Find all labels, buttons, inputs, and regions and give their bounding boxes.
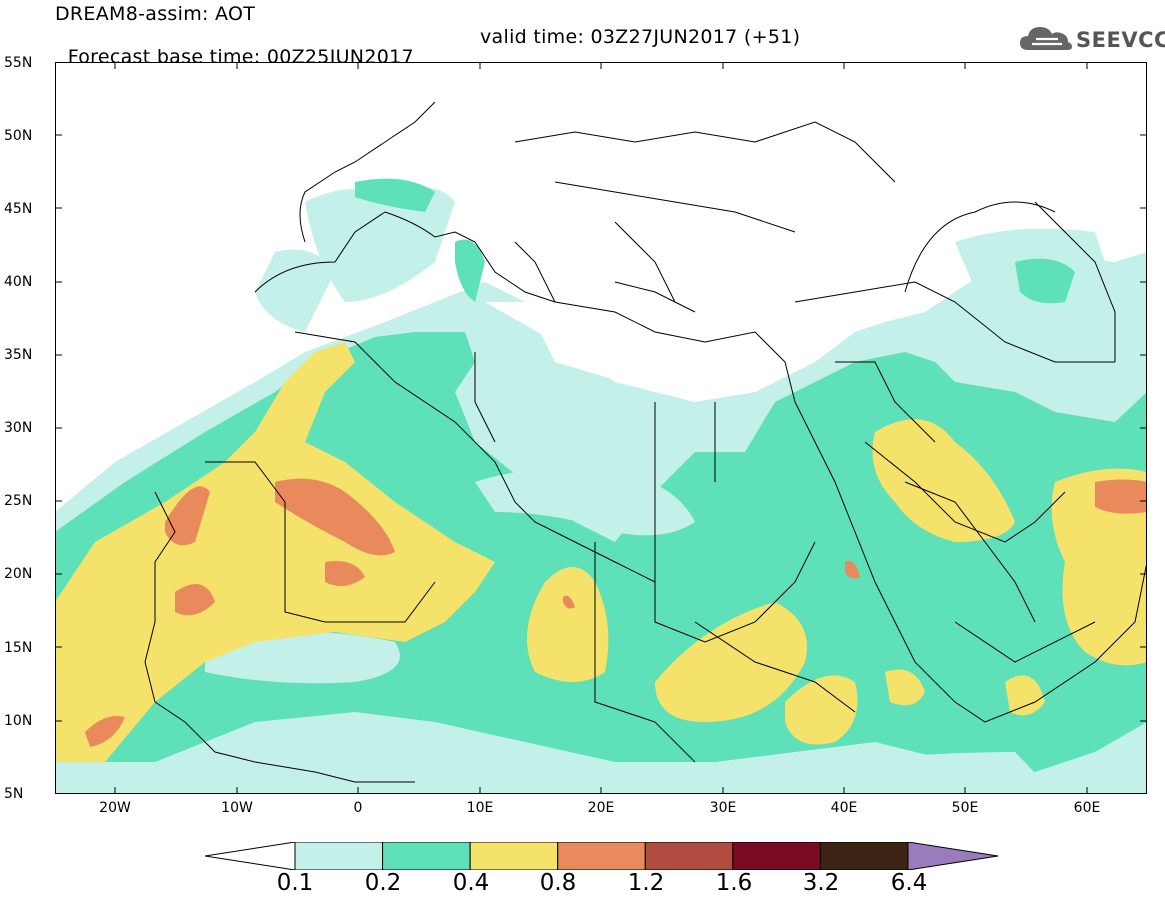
colorbar-label: 3.2 bbox=[802, 870, 840, 896]
aot-level-0.8-area bbox=[845, 561, 860, 579]
seevccc-logo: SEEVCCC bbox=[1018, 22, 1165, 56]
lon-label-20w: 20W bbox=[99, 800, 131, 816]
aot-contour-fields bbox=[55, 178, 1147, 794]
national-border bbox=[904, 481, 1036, 623]
coastline bbox=[614, 281, 696, 313]
aot-level-0.2-area bbox=[1015, 258, 1075, 304]
lat-label-30n: 30N bbox=[4, 420, 33, 436]
lon-label-50e: 50E bbox=[951, 800, 979, 816]
lon-label-10w: 10W bbox=[221, 800, 253, 816]
colorbar-cell bbox=[469, 842, 559, 870]
lon-label-40e: 40E bbox=[830, 800, 858, 816]
aot-level-0.4-area bbox=[785, 675, 858, 745]
national-border bbox=[694, 621, 856, 713]
national-border bbox=[514, 121, 896, 183]
lon-label-10e: 10E bbox=[466, 800, 494, 816]
colorbar-cell bbox=[819, 842, 909, 870]
aot-level-0.8-area bbox=[85, 716, 125, 747]
aot-level-0.4-area bbox=[1005, 675, 1045, 716]
national-border bbox=[474, 352, 496, 443]
lat-label-45n: 45N bbox=[4, 201, 33, 217]
colorbar-label: 0.2 bbox=[364, 870, 402, 896]
aot-clear-area bbox=[485, 302, 785, 402]
coastline bbox=[299, 101, 436, 243]
aot-level-0.8-area bbox=[563, 595, 575, 609]
aot-level-0.1-area bbox=[475, 468, 695, 536]
national-border bbox=[205, 461, 436, 623]
lon-label-20e: 20E bbox=[587, 800, 615, 816]
lat-label-40n: 40N bbox=[4, 274, 33, 290]
colorbar-label: 6.4 bbox=[890, 870, 928, 896]
coastline bbox=[904, 201, 1056, 293]
aot-level-0.1-area bbox=[255, 249, 335, 332]
lat-label-10n: 10N bbox=[4, 713, 33, 729]
aot-level-0.2-area bbox=[455, 239, 485, 302]
colorbar-label: 0.4 bbox=[452, 870, 490, 896]
coastline bbox=[254, 211, 1147, 723]
colorbar-cell bbox=[644, 842, 734, 870]
national-border bbox=[654, 402, 816, 643]
national-border bbox=[835, 361, 936, 443]
aot-level-0.1-area bbox=[205, 632, 400, 684]
aot-level-0.8-area bbox=[275, 478, 395, 556]
aot-level-0.4-area bbox=[527, 567, 609, 682]
lat-label-15n: 15N bbox=[4, 640, 33, 656]
coastline bbox=[144, 491, 415, 783]
lat-label-5n: 5N bbox=[4, 786, 24, 802]
aot-level-0.4-area bbox=[885, 669, 925, 706]
lat-label-35n: 35N bbox=[4, 347, 33, 363]
coastline bbox=[514, 241, 556, 303]
aot-level-0.4-area bbox=[655, 602, 807, 722]
aot-level-0.4-area bbox=[872, 419, 1015, 542]
logo-text: SEEVCCC bbox=[1076, 28, 1165, 52]
colorbar-cell bbox=[382, 842, 471, 870]
axis-ticks bbox=[55, 62, 1147, 794]
national-border bbox=[954, 621, 1096, 663]
national-border bbox=[1034, 201, 1116, 362]
colorbar-cells bbox=[294, 842, 909, 870]
colorbar-label: 0.1 bbox=[276, 870, 314, 896]
colorbar-over-triangle bbox=[907, 842, 999, 870]
lat-label-55n: 55N bbox=[4, 55, 33, 71]
aot-level-0.8-area bbox=[175, 584, 215, 616]
lon-label-0: 0 bbox=[353, 800, 363, 816]
lon-label-30e: 30E bbox=[709, 800, 737, 816]
colorbar-label: 1.2 bbox=[627, 870, 665, 896]
colorbar-cell bbox=[732, 842, 821, 870]
colorbar-under-triangle bbox=[205, 842, 296, 870]
lat-label-20n: 20N bbox=[4, 566, 33, 582]
colorbar-cell bbox=[294, 842, 384, 870]
coastline bbox=[794, 281, 1115, 363]
national-border bbox=[554, 181, 796, 233]
lat-label-50n: 50N bbox=[4, 128, 33, 144]
aot-level-0.4-area bbox=[1051, 468, 1147, 666]
colorbar-label: 0.8 bbox=[539, 870, 577, 896]
coastline bbox=[864, 441, 1066, 543]
coastlines-and-borders bbox=[144, 101, 1147, 783]
aot-colorbar bbox=[205, 842, 999, 870]
national-border bbox=[594, 542, 696, 763]
colorbar-label: 1.6 bbox=[715, 870, 753, 896]
aot-map bbox=[55, 62, 1147, 794]
colorbar-cell bbox=[557, 842, 646, 870]
aot-level-0.1-area bbox=[305, 186, 455, 302]
aot-level-0.2-area bbox=[355, 178, 435, 212]
aot-level-0.4-area bbox=[55, 342, 495, 762]
aot-level-0.1-area bbox=[815, 752, 1055, 794]
lon-label-60e: 60E bbox=[1073, 800, 1101, 816]
map-title: DREAM8-assim: AOT bbox=[55, 3, 256, 25]
aot-level-0.8-area bbox=[165, 486, 210, 546]
aot-level-0.8-area bbox=[325, 561, 365, 586]
valid-time-text: valid time: 03Z27JUN2017 (+51) bbox=[480, 26, 801, 48]
national-border bbox=[614, 221, 676, 303]
aot-level-0.8-area bbox=[1095, 479, 1147, 514]
lat-label-25n: 25N bbox=[4, 493, 33, 509]
cloud-logo-icon bbox=[1020, 27, 1072, 50]
